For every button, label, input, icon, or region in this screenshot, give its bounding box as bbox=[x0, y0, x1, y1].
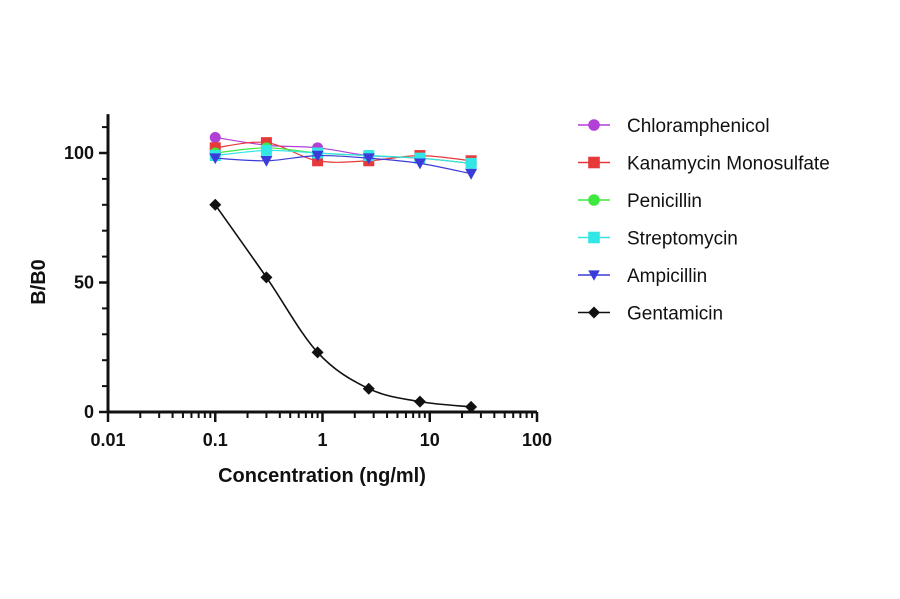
legend-label-kanamycin-monosulfate: Kanamycin Monosulfate bbox=[627, 154, 830, 175]
data-point-streptomycin bbox=[414, 152, 426, 164]
x-tick-label: 0.01 bbox=[90, 430, 125, 450]
data-point-gentamicin bbox=[260, 271, 273, 284]
data-point-gentamicin bbox=[311, 346, 324, 359]
data-point-streptomycin bbox=[465, 157, 477, 169]
y-tick-label: 100 bbox=[64, 143, 94, 163]
legend-marker-gentamicin bbox=[588, 306, 600, 319]
legend: Chloramphenicol Kanamycin Monosulfate Peni… bbox=[578, 116, 830, 325]
series-group bbox=[209, 131, 478, 413]
legend-marker-penicillin bbox=[588, 194, 600, 206]
y-axis-title: B/B0 bbox=[28, 259, 50, 305]
data-point-gentamicin bbox=[413, 395, 426, 408]
legend-marker-kanamycin-monosulfate bbox=[588, 156, 600, 169]
legend-entry-gentamicin: Gentamicin bbox=[578, 304, 723, 325]
legend-label-streptomycin: Streptomycin bbox=[627, 229, 738, 250]
data-point-ampicillin bbox=[209, 153, 222, 165]
series-gentamicin bbox=[209, 198, 478, 413]
legend-entry-streptomycin: Streptomycin bbox=[578, 229, 738, 250]
y-tick-label: 50 bbox=[74, 273, 94, 293]
series-penicillin bbox=[209, 142, 477, 169]
legend-marker-streptomycin bbox=[588, 231, 600, 244]
legend-label-penicillin: Penicillin bbox=[627, 191, 702, 212]
data-point-ampicillin bbox=[260, 155, 273, 167]
legend-entry-kanamycin-monosulfate: Kanamycin Monosulfate bbox=[578, 154, 830, 175]
y-tick-label: 0 bbox=[84, 402, 94, 422]
x-tick-label: 0.1 bbox=[203, 430, 228, 450]
x-tick-label: 100 bbox=[522, 430, 552, 450]
data-point-gentamicin bbox=[209, 198, 222, 211]
data-point-gentamicin bbox=[465, 400, 478, 413]
data-point-ampicillin bbox=[311, 150, 324, 162]
legend-entry-ampicillin: Ampicillin bbox=[578, 266, 707, 287]
legend-label-ampicillin: Ampicillin bbox=[627, 266, 707, 287]
legend-marker-ampicillin bbox=[588, 270, 600, 281]
data-point-streptomycin bbox=[260, 144, 272, 156]
x-tick-label: 10 bbox=[420, 430, 440, 450]
data-point-chloramphenicol bbox=[209, 131, 221, 143]
series-line-ampicillin bbox=[215, 154, 472, 175]
data-point-gentamicin bbox=[362, 382, 375, 395]
x-axis-title: Concentration (ng/ml) bbox=[218, 465, 426, 487]
legend-marker-chloramphenicol bbox=[588, 119, 600, 131]
data-point-ampicillin bbox=[413, 158, 426, 170]
legend-entry-chloramphenicol: Chloramphenicol bbox=[578, 116, 770, 137]
series-chloramphenicol bbox=[209, 131, 477, 169]
x-tick-label: 1 bbox=[317, 430, 327, 450]
axes-group: 0.01 0.1 1 10 100 0 50 100 bbox=[64, 114, 552, 450]
legend-label-chloramphenicol: Chloramphenicol bbox=[627, 116, 770, 137]
series-ampicillin bbox=[209, 150, 478, 180]
series-line-gentamicin bbox=[214, 204, 472, 408]
data-point-ampicillin bbox=[465, 168, 478, 180]
legend-entry-penicillin: Penicillin bbox=[578, 191, 702, 212]
legend-label-gentamicin: Gentamicin bbox=[627, 304, 723, 325]
data-point-ampicillin bbox=[362, 153, 375, 165]
